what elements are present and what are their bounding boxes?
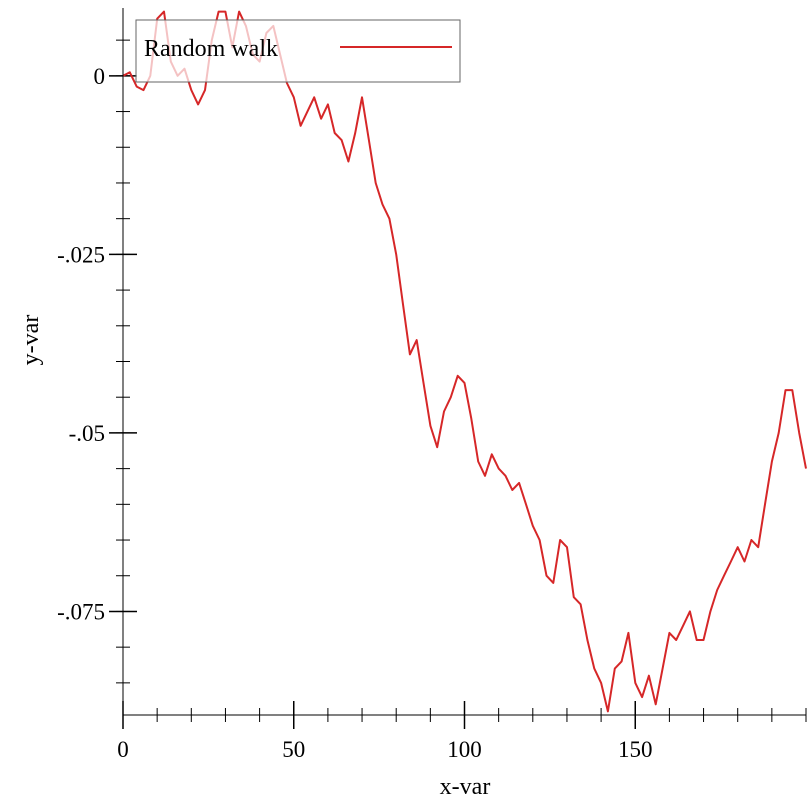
legend-box — [135, 19, 461, 83]
x-axis-title: x-var — [440, 774, 491, 800]
legend-label: Random walk — [144, 36, 278, 62]
y-tick-label: -.05 — [69, 421, 105, 446]
x-tick-label: 100 — [447, 737, 482, 762]
x-axis-ticks: 0 50 100 150 — [117, 701, 807, 762]
y-tick-label: 0 — [94, 64, 106, 89]
plot-area — [122, 10, 807, 713]
y-tick-label: -.025 — [57, 242, 105, 267]
x-tick-label: 0 — [117, 737, 129, 762]
y-axis-ticks: 0 -.025 -.05 -.075 — [57, 39, 137, 684]
legend: Random walk — [135, 19, 461, 83]
y-tick-label: -.075 — [57, 599, 105, 624]
x-tick-label: 150 — [618, 737, 653, 762]
y-axis-title: y-var — [18, 315, 44, 366]
random-walk-line — [122, 10, 807, 713]
x-tick-label: 50 — [282, 737, 305, 762]
